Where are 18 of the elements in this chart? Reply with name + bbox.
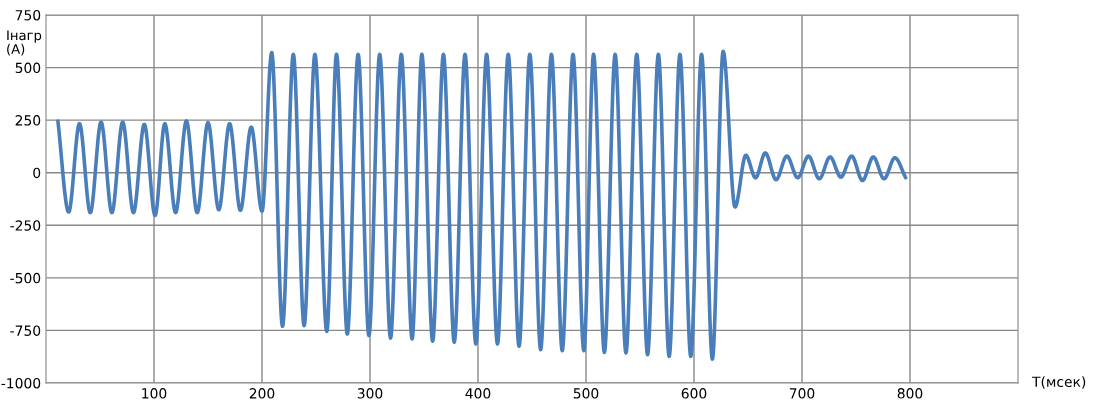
x-tick-label: 800 bbox=[897, 388, 923, 399]
y-tick-label: -1000 bbox=[1, 377, 41, 389]
y-tick-label: -500 bbox=[10, 272, 41, 284]
x-tick-label: 500 bbox=[573, 388, 599, 399]
y-tick-label: -250 bbox=[10, 220, 41, 231]
x-tick-label: 400 bbox=[465, 388, 491, 399]
y-tick-label: -750 bbox=[10, 325, 41, 336]
y-tick-label: 250 bbox=[15, 115, 41, 126]
x-tick-label: 300 bbox=[357, 388, 383, 399]
y-tick-label: 500 bbox=[15, 62, 41, 74]
x-tick-label: 200 bbox=[249, 388, 275, 399]
x-tick-label: 600 bbox=[681, 388, 707, 399]
x-axis-title: T(мсек) bbox=[1031, 376, 1086, 389]
y-tick-label: 750 bbox=[15, 9, 41, 21]
x-tick-label: 700 bbox=[789, 388, 815, 399]
y-axis-title: Iнагр (A) bbox=[7, 30, 42, 56]
x-tick-label: 100 bbox=[142, 388, 167, 399]
y-tick-label: 0 bbox=[33, 167, 41, 179]
